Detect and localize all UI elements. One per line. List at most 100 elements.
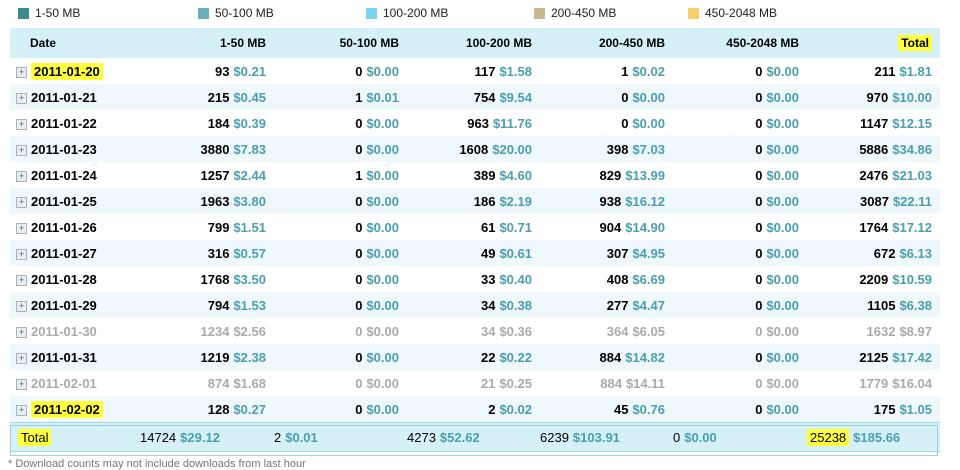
download-count: 1219	[200, 349, 230, 365]
column-header-date[interactable]: Date	[10, 28, 140, 58]
download-cost: $0.00	[766, 89, 799, 105]
expand-row-icon[interactable]: +	[16, 170, 27, 182]
download-count: 1608	[459, 141, 489, 157]
value-cell: 22 $0.22	[407, 344, 540, 370]
value-cell: 277 $4.47	[540, 292, 673, 318]
value-cell: 0 $0.00	[673, 136, 807, 162]
download-cost: $0.00	[766, 323, 799, 339]
column-header-50-100[interactable]: 50-100 MB	[274, 28, 407, 58]
expand-row-icon[interactable]: +	[16, 378, 27, 390]
value-cell: 0 $0.00	[673, 266, 807, 292]
value-cell: 3087 $22.11	[807, 188, 940, 214]
row-date: 2011-02-01	[31, 375, 97, 391]
download-cost: $4.60	[499, 167, 532, 183]
download-count: 1	[621, 63, 629, 79]
expand-row-icon[interactable]: +	[16, 222, 27, 234]
download-count: 2125	[859, 349, 889, 365]
download-count: 49	[480, 245, 496, 261]
value-cell: 389 $4.60	[407, 162, 540, 188]
download-cost: $0.61	[499, 245, 532, 261]
row-date: 2011-01-20	[31, 62, 103, 80]
expand-row-icon[interactable]: +	[16, 352, 27, 364]
download-count: 0	[755, 63, 763, 79]
expand-row-icon[interactable]: +	[16, 404, 27, 416]
value-cell: 33 $0.40	[407, 266, 540, 292]
value-cell: 1768 $3.50	[140, 266, 274, 292]
date-cell: +2011-02-01	[10, 370, 140, 396]
table-row: +2011-01-20 93 $0.21 0 $0.00 117 $1.58 1 $0.02 0 $…	[10, 58, 940, 84]
download-count: 117	[474, 63, 496, 79]
total-cell: 0 $0.00	[673, 422, 807, 452]
value-cell: 0 $0.00	[673, 370, 807, 396]
value-cell: 884 $14.11	[540, 370, 673, 396]
download-count: 0	[755, 219, 763, 235]
download-cost: $0.00	[766, 349, 799, 365]
download-count: 904	[599, 219, 622, 235]
expand-row-icon[interactable]: +	[16, 118, 27, 130]
download-count: 0	[355, 297, 363, 313]
expand-row-icon[interactable]: +	[16, 248, 27, 260]
download-cost: $14.11	[625, 375, 665, 391]
download-cost: $0.39	[233, 115, 266, 131]
row-date: 2011-01-30	[31, 323, 97, 339]
column-header-450-2048[interactable]: 450-2048 MB	[673, 28, 807, 58]
grand-total-count: 25238	[807, 428, 850, 446]
download-cost: $0.00	[766, 271, 799, 287]
value-cell: 0 $0.00	[540, 84, 673, 110]
download-count: 0	[621, 89, 629, 105]
row-date: 2011-01-29	[31, 297, 97, 313]
download-cost: $14.82	[625, 349, 665, 365]
expand-row-icon[interactable]: +	[16, 66, 27, 78]
download-count: 1632	[866, 323, 896, 339]
column-header-total[interactable]: Total	[807, 28, 940, 58]
download-cost: $2.19	[499, 193, 532, 209]
total-cell: 6239 $103.91	[540, 422, 673, 452]
value-cell: 0 $0.00	[274, 188, 407, 214]
table-row: +2011-01-23 3880 $7.83 0 $0.00 1608 $20.00 398 $…	[10, 136, 940, 162]
download-cost: $0.02	[499, 401, 532, 417]
legend-item-50-100: 50-100 MB	[198, 6, 366, 20]
value-cell: 904 $14.90	[540, 214, 673, 240]
value-cell: 1963 $3.80	[140, 188, 274, 214]
download-cost: $16.04	[892, 375, 932, 391]
total-cost: $0.01	[285, 429, 318, 445]
expand-row-icon[interactable]: +	[16, 326, 27, 338]
download-count: 2209	[859, 271, 889, 287]
date-cell: +2011-01-26	[10, 214, 140, 240]
column-header-1-50[interactable]: 1-50 MB	[140, 28, 274, 58]
legend-item-1-50: 1-50 MB	[18, 6, 198, 20]
download-cost: $14.90	[625, 219, 665, 235]
expand-row-icon[interactable]: +	[16, 196, 27, 208]
column-header-200-450[interactable]: 200-450 MB	[540, 28, 673, 58]
row-date: 2011-01-23	[31, 141, 97, 157]
total-row: Total 14724 $29.12 2 $0.01 4273 $52.62 6239…	[10, 422, 940, 452]
legend-label: 100-200 MB	[383, 6, 449, 20]
row-date: 2011-01-28	[31, 271, 97, 287]
expand-row-icon[interactable]: +	[16, 92, 27, 104]
value-cell: 1 $0.00	[274, 162, 407, 188]
download-count: 874	[207, 375, 230, 391]
date-cell: +2011-01-20	[10, 58, 140, 84]
expand-row-icon[interactable]: +	[16, 274, 27, 286]
download-count: 316	[207, 245, 230, 261]
download-cost: $3.50	[233, 271, 266, 287]
download-cost: $12.15	[892, 115, 932, 131]
download-count: 0	[755, 141, 763, 157]
table-body: +2011-01-20 93 $0.21 0 $0.00 117 $1.58 1 $0.02 0 $…	[10, 58, 940, 423]
value-cell: 0 $0.00	[673, 396, 807, 423]
download-count: 0	[355, 245, 363, 261]
download-count: 0	[755, 115, 763, 131]
download-cost: $3.80	[233, 193, 266, 209]
row-date: 2011-01-31	[31, 349, 97, 365]
download-cost: $13.99	[625, 167, 665, 183]
expand-row-icon[interactable]: +	[16, 300, 27, 312]
total-cell: 2 $0.01	[274, 422, 407, 452]
download-cost: $0.02	[632, 63, 665, 79]
legend-label: 450-2048 MB	[705, 6, 778, 20]
column-header-100-200[interactable]: 100-200 MB	[407, 28, 540, 58]
total-cost: $29.12	[180, 429, 220, 445]
download-cost: $0.00	[366, 115, 399, 131]
download-cost: $0.00	[766, 193, 799, 209]
expand-row-icon[interactable]: +	[16, 144, 27, 156]
download-cost: $16.12	[625, 193, 665, 209]
